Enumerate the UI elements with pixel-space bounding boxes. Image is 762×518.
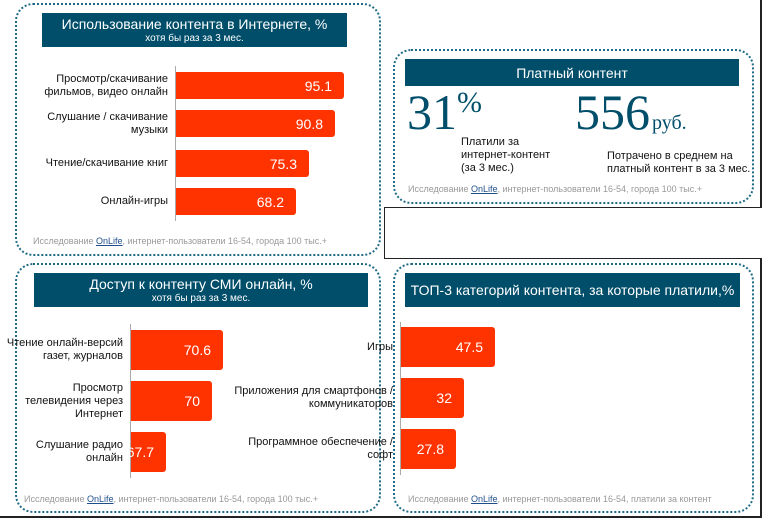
- footer-text: , интернет-пользователи 16-54, города 10…: [497, 184, 703, 194]
- window-frame-bottom: [0, 516, 762, 518]
- bar: 95.1: [176, 72, 344, 99]
- panel-title: ТОП-3 категорий контента, за которые пла…: [410, 282, 735, 298]
- footer-text: , интернет-пользователи 16-54, города 10…: [122, 236, 328, 246]
- stat-paid: 31 %: [407, 84, 482, 140]
- onlife-link[interactable]: OnLife: [95, 236, 123, 246]
- footer-note: Исследование OnLife, интернет-пользовате…: [24, 494, 318, 504]
- panel-title: Использование контента в Интернете, %: [61, 16, 328, 32]
- bar-label: Игры: [367, 340, 393, 353]
- content-usage-header: Использование контента в Интернете, % хо…: [42, 13, 347, 47]
- stat-percent-unit: %: [457, 86, 482, 119]
- bar-label: Просмотр телевидения через Интернет: [25, 381, 123, 420]
- bar-label: Просмотр/скачивание фильмов, видео онлай…: [44, 72, 168, 98]
- bar: 32: [401, 378, 464, 418]
- paid-content-panel: [393, 49, 754, 204]
- panel-title: Доступ к контенту СМИ онлайн, %: [89, 276, 313, 292]
- stat-paid-caption: Платили за интернет-контент (за 3 мес.): [461, 136, 551, 174]
- top3-paid-header: ТОП-3 категорий контента, за которые пла…: [405, 273, 740, 307]
- bar: 68.2: [176, 188, 296, 215]
- empty-box: [384, 207, 762, 259]
- footer-text: Исследование: [33, 236, 96, 246]
- footer-text: Исследование: [24, 494, 87, 504]
- footer-note: Исследование OnLife, интернет-пользовате…: [33, 236, 327, 246]
- chart-axis: [400, 322, 401, 475]
- footer-text: , интернет-пользователи 16-54, города 10…: [113, 494, 319, 504]
- stat-spend-caption: Потрачено в среднем на платный контент в…: [607, 150, 751, 175]
- bar: 47.5: [401, 327, 495, 367]
- footer-text: Исследование: [408, 494, 471, 504]
- stat-avg-spend: 556: [575, 84, 650, 140]
- chart-axis: [130, 324, 131, 478]
- chart-axis: [175, 66, 176, 221]
- stat-spend: 556 руб.: [575, 84, 687, 140]
- onlife-link[interactable]: OnLife: [86, 494, 114, 504]
- paid-content-header: Платный контент: [405, 59, 739, 86]
- media-access-header: Доступ к контенту СМИ онлайн, % хотя бы …: [34, 273, 368, 307]
- bar-label: Приложения для смартфонов / коммуникатор…: [234, 385, 393, 410]
- panel-title: Платный контент: [516, 65, 628, 81]
- bar-label: Программное обеспечение / софт: [248, 436, 393, 461]
- media-access-panel: [15, 263, 381, 513]
- panel-subtitle: хотя бы раз за 3 мес.: [145, 33, 244, 44]
- bar-label: Чтение онлайн-версий газет, журналов: [6, 337, 123, 362]
- bar-label: Слушание / скачивание музыки: [47, 110, 168, 136]
- bar-label: Чтение/скачивание книг: [45, 157, 168, 169]
- window-frame-right: [760, 0, 762, 518]
- top3-paid-panel: [393, 263, 754, 513]
- footer-text: , интернет-пользователи 16-54, платили з…: [497, 494, 712, 504]
- panel-subtitle: хотя бы раз за 3 мес.: [151, 293, 251, 304]
- footer-note: Исследование OnLife, интернет-пользовате…: [408, 494, 712, 504]
- bar: 70.6: [131, 330, 223, 370]
- stat-paid-percent: 31: [407, 84, 457, 140]
- bar: 75.3: [176, 150, 309, 177]
- footer-text: Исследование: [408, 184, 471, 194]
- stat-currency: руб.: [652, 112, 687, 134]
- content-usage-panel: [15, 3, 381, 256]
- onlife-link[interactable]: OnLife: [470, 494, 498, 504]
- bar-label: Онлайн-игры: [100, 195, 168, 207]
- bar: 90.8: [176, 110, 335, 137]
- footer-note: Исследование OnLife, интернет-пользовате…: [408, 184, 702, 194]
- bar-label: Слушание радио онлайн: [35, 439, 123, 464]
- bar: 27.8: [401, 429, 456, 469]
- bar: 70: [131, 381, 212, 421]
- onlife-link[interactable]: OnLife: [470, 184, 498, 194]
- bar: 67.7: [127, 432, 166, 472]
